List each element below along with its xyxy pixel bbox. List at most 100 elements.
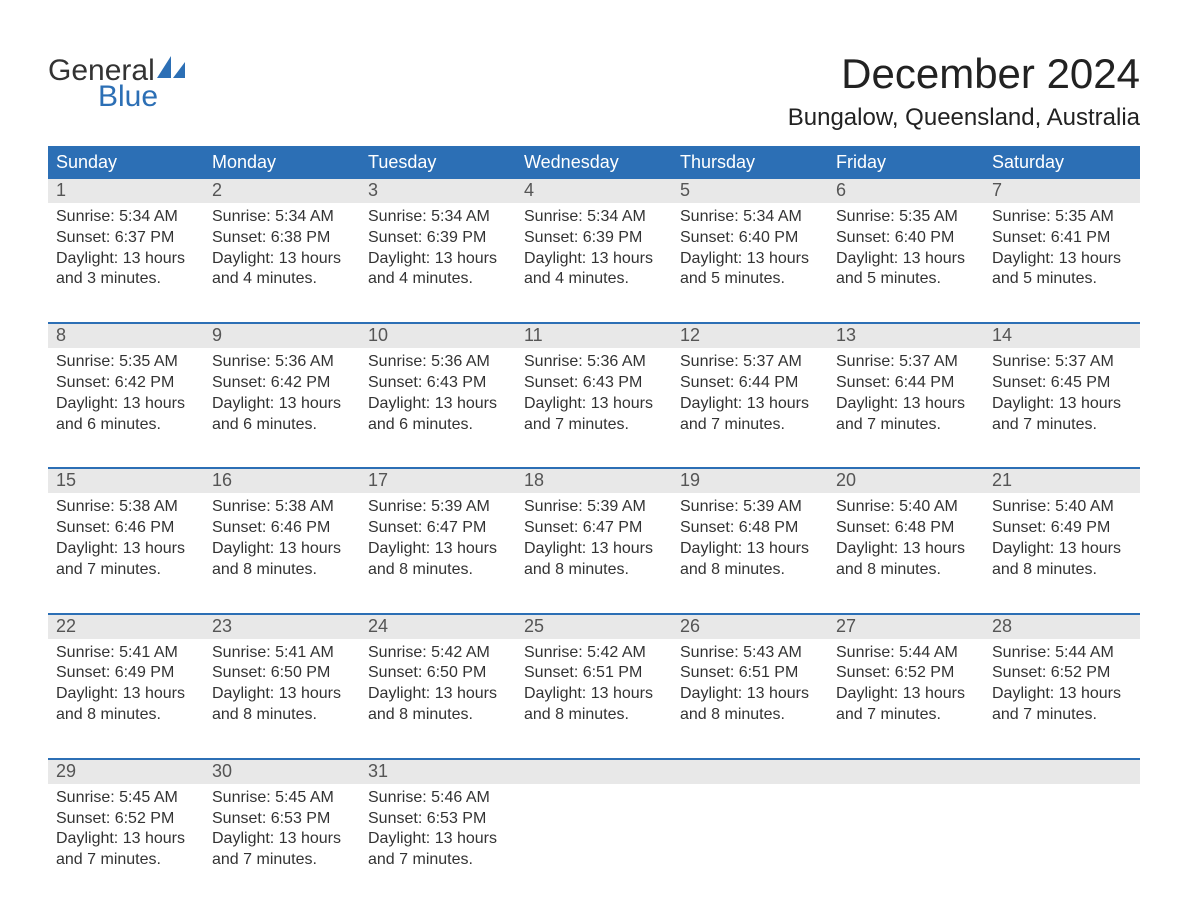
sunset-line: Sunset: 6:43 PM	[524, 373, 664, 394]
sunrise-line: Sunrise: 5:36 AM	[212, 352, 352, 373]
day-cell: Sunrise: 5:44 AMSunset: 6:52 PMDaylight:…	[828, 639, 984, 730]
day-number: 19	[672, 469, 828, 493]
sunrise-line: Sunrise: 5:38 AM	[56, 497, 196, 518]
day-number: 4	[516, 179, 672, 203]
sunrise-line: Sunrise: 5:44 AM	[836, 643, 976, 664]
day-number: 21	[984, 469, 1140, 493]
day-number	[828, 760, 984, 784]
sunset-line: Sunset: 6:38 PM	[212, 228, 352, 249]
sunset-line: Sunset: 6:52 PM	[836, 663, 976, 684]
sunset-line: Sunset: 6:49 PM	[56, 663, 196, 684]
day-cell: Sunrise: 5:40 AMSunset: 6:49 PMDaylight:…	[984, 493, 1140, 584]
daylight-line: Daylight: 13 hours and 7 minutes.	[524, 394, 664, 436]
day-number: 27	[828, 615, 984, 639]
day-cell: Sunrise: 5:38 AMSunset: 6:46 PMDaylight:…	[204, 493, 360, 584]
sunrise-line: Sunrise: 5:37 AM	[680, 352, 820, 373]
sunset-line: Sunset: 6:40 PM	[680, 228, 820, 249]
sunrise-line: Sunrise: 5:34 AM	[524, 207, 664, 228]
sunset-line: Sunset: 6:53 PM	[368, 809, 508, 830]
sunset-line: Sunset: 6:39 PM	[524, 228, 664, 249]
daylight-line: Daylight: 13 hours and 4 minutes.	[524, 249, 664, 291]
day-cell: Sunrise: 5:42 AMSunset: 6:51 PMDaylight:…	[516, 639, 672, 730]
day-number: 8	[48, 324, 204, 348]
sunrise-line: Sunrise: 5:38 AM	[212, 497, 352, 518]
sunrise-line: Sunrise: 5:39 AM	[368, 497, 508, 518]
day-header: Saturday	[984, 146, 1140, 179]
day-number	[516, 760, 672, 784]
daylight-line: Daylight: 13 hours and 8 minutes.	[680, 539, 820, 581]
calendar-week: 891011121314Sunrise: 5:35 AMSunset: 6:42…	[48, 322, 1140, 439]
daylight-line: Daylight: 13 hours and 8 minutes.	[836, 539, 976, 581]
sunset-line: Sunset: 6:48 PM	[680, 518, 820, 539]
day-cell: Sunrise: 5:35 AMSunset: 6:40 PMDaylight:…	[828, 203, 984, 294]
logo-text-blue: Blue	[98, 82, 185, 112]
sunset-line: Sunset: 6:44 PM	[836, 373, 976, 394]
logo: General Blue	[48, 50, 185, 112]
sunrise-line: Sunrise: 5:34 AM	[212, 207, 352, 228]
daylight-line: Daylight: 13 hours and 7 minutes.	[56, 539, 196, 581]
day-number: 11	[516, 324, 672, 348]
daylight-line: Daylight: 13 hours and 8 minutes.	[992, 539, 1132, 581]
day-cell: Sunrise: 5:37 AMSunset: 6:45 PMDaylight:…	[984, 348, 1140, 439]
day-cell: Sunrise: 5:40 AMSunset: 6:48 PMDaylight:…	[828, 493, 984, 584]
day-cell: Sunrise: 5:34 AMSunset: 6:39 PMDaylight:…	[516, 203, 672, 294]
calendar-header-row: SundayMondayTuesdayWednesdayThursdayFrid…	[48, 146, 1140, 179]
sunrise-line: Sunrise: 5:34 AM	[368, 207, 508, 228]
sunset-line: Sunset: 6:47 PM	[368, 518, 508, 539]
sunrise-line: Sunrise: 5:41 AM	[56, 643, 196, 664]
day-cell: Sunrise: 5:36 AMSunset: 6:43 PMDaylight:…	[516, 348, 672, 439]
calendar-body: 1234567Sunrise: 5:34 AMSunset: 6:37 PMDa…	[48, 179, 1140, 875]
sunset-line: Sunset: 6:52 PM	[56, 809, 196, 830]
daylight-line: Daylight: 13 hours and 5 minutes.	[836, 249, 976, 291]
day-cell: Sunrise: 5:45 AMSunset: 6:53 PMDaylight:…	[204, 784, 360, 875]
day-cell: Sunrise: 5:37 AMSunset: 6:44 PMDaylight:…	[828, 348, 984, 439]
daynum-row: 293031	[48, 760, 1140, 784]
day-cell	[672, 784, 828, 875]
sunset-line: Sunset: 6:42 PM	[56, 373, 196, 394]
day-cell: Sunrise: 5:41 AMSunset: 6:49 PMDaylight:…	[48, 639, 204, 730]
sunset-line: Sunset: 6:53 PM	[212, 809, 352, 830]
sunset-line: Sunset: 6:43 PM	[368, 373, 508, 394]
daylight-line: Daylight: 13 hours and 8 minutes.	[524, 539, 664, 581]
sunrise-line: Sunrise: 5:45 AM	[212, 788, 352, 809]
sunset-line: Sunset: 6:44 PM	[680, 373, 820, 394]
day-header: Tuesday	[360, 146, 516, 179]
day-cell: Sunrise: 5:44 AMSunset: 6:52 PMDaylight:…	[984, 639, 1140, 730]
daylight-line: Daylight: 13 hours and 8 minutes.	[212, 684, 352, 726]
day-number: 30	[204, 760, 360, 784]
sunrise-line: Sunrise: 5:36 AM	[524, 352, 664, 373]
daylight-line: Daylight: 13 hours and 7 minutes.	[680, 394, 820, 436]
sunrise-line: Sunrise: 5:34 AM	[56, 207, 196, 228]
location-subtitle: Bungalow, Queensland, Australia	[788, 104, 1140, 132]
daynum-row: 15161718192021	[48, 469, 1140, 493]
daylight-line: Daylight: 13 hours and 7 minutes.	[212, 829, 352, 871]
calendar-week: 293031 Sunrise: 5:45 AM Sunset: 6:52 PM Day…	[48, 758, 1140, 875]
sunrise-line: Sunrise: 5:35 AM	[836, 207, 976, 228]
header: General Blue December 2024 Bungalow, Que…	[48, 50, 1140, 132]
daylight-line: Daylight: 13 hours and 4 minutes.	[212, 249, 352, 291]
day-number: 14	[984, 324, 1140, 348]
sunset-line: Sunset: 6:51 PM	[680, 663, 820, 684]
title-block: December 2024 Bungalow, Queensland, Aust…	[788, 50, 1140, 132]
daylight-line: Daylight: 13 hours and 8 minutes.	[680, 684, 820, 726]
sunrise-line: Sunrise: 5:37 AM	[836, 352, 976, 373]
day-number	[672, 760, 828, 784]
sunrise-line: Sunrise: 5:37 AM	[992, 352, 1132, 373]
day-number: 23	[204, 615, 360, 639]
day-number: 2	[204, 179, 360, 203]
day-number: 10	[360, 324, 516, 348]
day-cell: Sunrise: 5:42 AMSunset: 6:50 PMDaylight:…	[360, 639, 516, 730]
daylight-line: Daylight: 13 hours and 7 minutes.	[992, 684, 1132, 726]
daylight-line: Daylight: 13 hours and 4 minutes.	[368, 249, 508, 291]
day-cell	[984, 784, 1140, 875]
sunrise-line: Sunrise: 5:41 AM	[212, 643, 352, 664]
sunrise-line: Sunrise: 5:35 AM	[992, 207, 1132, 228]
daylight-line: Daylight: 13 hours and 7 minutes.	[836, 394, 976, 436]
sunrise-line: Sunrise: 5:43 AM	[680, 643, 820, 664]
day-header: Monday	[204, 146, 360, 179]
daylight-line: Daylight: 13 hours and 8 minutes.	[212, 539, 352, 581]
sunset-line: Sunset: 6:50 PM	[212, 663, 352, 684]
sunset-line: Sunset: 6:45 PM	[992, 373, 1132, 394]
day-cell: Sunrise: 5:35 AMSunset: 6:41 PMDaylight:…	[984, 203, 1140, 294]
day-number: 20	[828, 469, 984, 493]
